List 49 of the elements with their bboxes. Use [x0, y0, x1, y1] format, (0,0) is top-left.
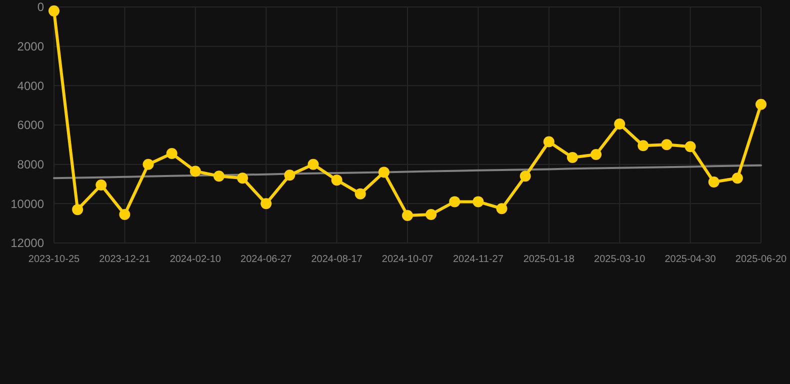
point	[166, 148, 178, 160]
x-tick-label: 2025-06-20	[735, 254, 788, 265]
point	[756, 98, 766, 110]
point	[354, 188, 366, 200]
point	[213, 170, 224, 182]
point	[590, 149, 602, 160]
x-tick-label: 2024-08-17	[311, 254, 363, 265]
point	[260, 198, 272, 210]
point	[543, 136, 554, 148]
x-tick-label: 2023-10-25	[28, 254, 80, 265]
point	[449, 196, 460, 208]
x-tick-label: 2024-11-27	[452, 254, 504, 265]
point	[684, 141, 696, 152]
point	[638, 140, 649, 152]
point	[119, 208, 130, 220]
point	[566, 152, 578, 163]
point	[426, 208, 437, 220]
x-tick-label: 2024-06-27	[240, 254, 292, 265]
point	[732, 172, 743, 184]
y-tick-label: 0	[37, 0, 44, 14]
point	[96, 179, 107, 190]
point	[496, 203, 508, 214]
point	[284, 170, 296, 181]
x-tick-label: 2025-04-30	[664, 254, 716, 265]
point	[708, 176, 720, 188]
x-tick-label: 2023-12-21	[99, 254, 151, 265]
y-tick-label: 6000	[17, 118, 44, 132]
point	[308, 158, 319, 170]
point	[331, 174, 342, 186]
point	[614, 118, 626, 130]
x-tick-label: 2024-10-07	[382, 254, 434, 265]
x-tick-label: 2025-01-18	[523, 254, 575, 265]
point	[190, 166, 201, 177]
y-tick-label: 4000	[17, 78, 44, 93]
point	[661, 139, 672, 150]
point	[402, 210, 413, 221]
y-tick-label: 10000	[10, 196, 44, 211]
y-tick-label: 8000	[17, 158, 44, 172]
y-tick-label: 2000	[17, 40, 44, 54]
point	[378, 166, 390, 178]
x-tick-label: 2025-03-10	[594, 254, 646, 265]
point	[72, 204, 84, 216]
point	[237, 172, 248, 184]
point	[472, 196, 484, 208]
point	[520, 170, 531, 182]
x-tick-label: 2024-02-10	[170, 254, 222, 265]
point	[142, 158, 154, 170]
y-tick-label: 12000	[10, 236, 44, 250]
point	[48, 5, 60, 16]
